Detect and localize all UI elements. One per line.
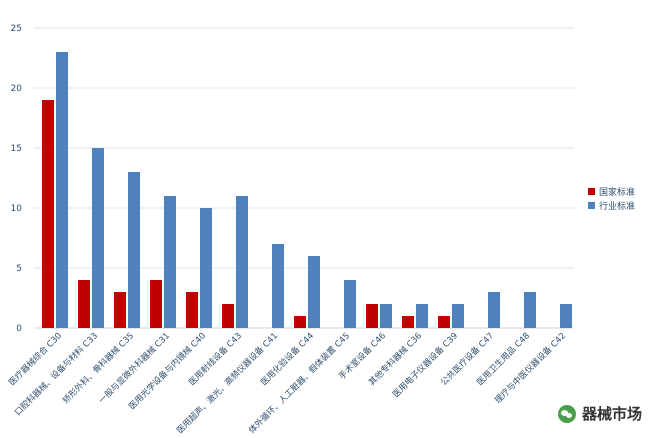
grid-lines: [34, 27, 574, 329]
bar-national-11: [438, 316, 450, 328]
legend-label-1: 行业标准: [599, 200, 635, 212]
bar-industry-0: [56, 52, 68, 328]
watermark-text: 器械市场: [581, 405, 642, 423]
bar-industry-12: [488, 292, 500, 328]
bar-national-3: [150, 280, 162, 328]
bar-industry-8: [344, 280, 356, 328]
x-tick-label: 一般与显微外科器械 C31: [96, 330, 172, 406]
bar-industry-5: [236, 196, 248, 328]
bar-national-4: [186, 292, 198, 328]
bar-national-7: [294, 316, 306, 328]
wechat-icon: [557, 404, 576, 423]
bar-national-2: [114, 292, 126, 328]
bar-national-9: [366, 304, 378, 328]
y-tick-label: 20: [11, 84, 23, 94]
y-tick-label: 5: [16, 264, 22, 274]
y-tick-label: 25: [11, 24, 22, 34]
bar-industry-11: [452, 304, 464, 328]
bar-industry-3: [164, 196, 176, 328]
legend-swatch-0: [588, 188, 595, 195]
bar-national-0: [42, 100, 54, 328]
bar-national-5: [222, 304, 234, 328]
bar-industry-14: [560, 304, 572, 328]
bar-industry-13: [524, 292, 536, 328]
bar-industry-10: [416, 304, 428, 328]
bar-industry-6: [272, 244, 284, 328]
y-tick-label: 0: [16, 324, 22, 334]
bar-industry-7: [308, 256, 320, 328]
bar-industry-1: [92, 148, 104, 328]
bar-national-10: [402, 316, 414, 328]
bar-industry-4: [200, 208, 212, 328]
bars: [42, 52, 572, 328]
legend-label-0: 国家标准: [599, 186, 635, 198]
x-tick-label: 理疗与中医仪器设备 C42: [492, 330, 568, 406]
y-tick-label: 10: [11, 204, 23, 214]
y-tick-label: 15: [11, 144, 22, 154]
bar-national-1: [78, 280, 90, 328]
bar-industry-9: [380, 304, 392, 328]
watermark: 器械市场: [557, 403, 642, 424]
x-tick-label: 矫形外科、骨科器械 C35: [60, 330, 136, 406]
x-tick-label: 医用电子仪器设备 C39: [390, 330, 460, 400]
legend-swatch-1: [588, 202, 595, 209]
bar-industry-2: [128, 172, 140, 328]
